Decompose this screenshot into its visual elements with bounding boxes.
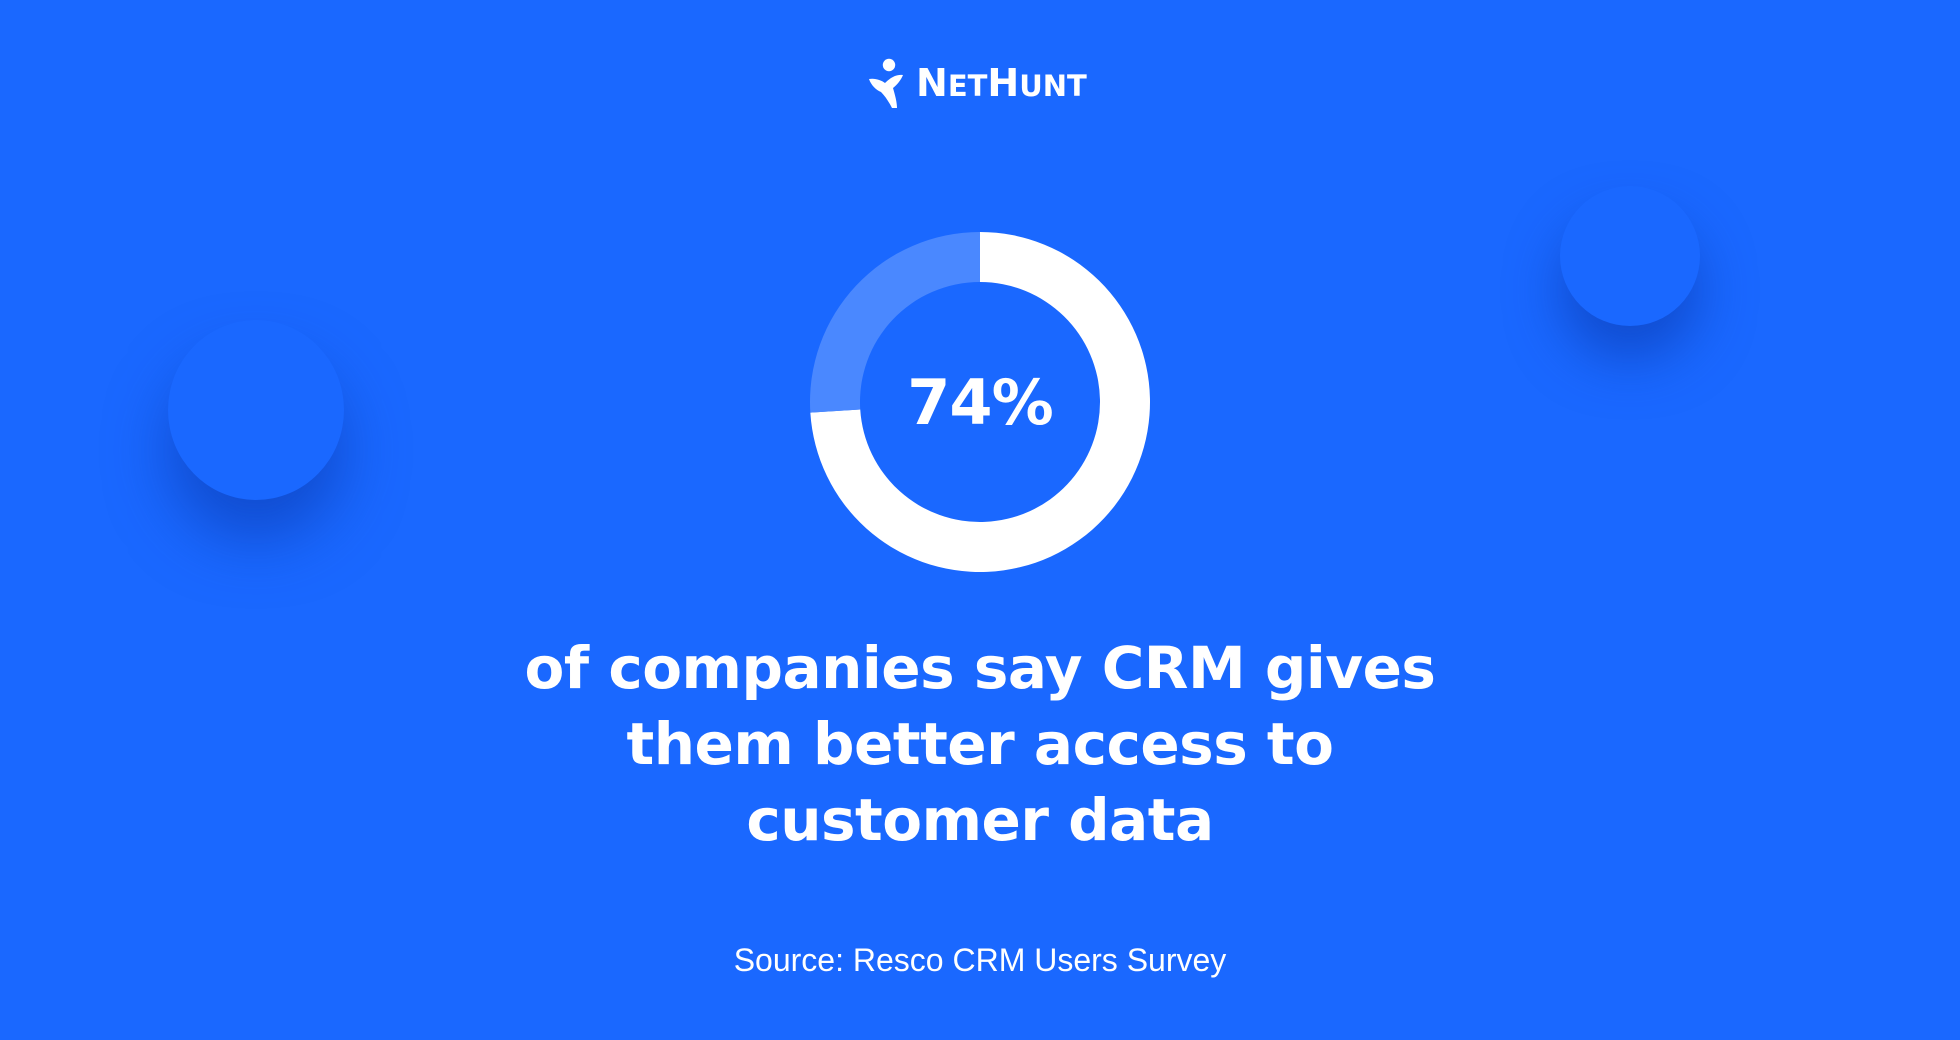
headline: of companies say CRM gives them better a… — [380, 630, 1580, 858]
person-jumping-icon — [869, 58, 903, 108]
decorative-bubble-left — [168, 320, 344, 500]
headline-line-2: them better access to — [626, 710, 1334, 778]
headline-line-1: of companies say CRM gives — [524, 634, 1436, 702]
decorative-bubble-right — [1560, 186, 1700, 326]
donut-center-value: 74% — [907, 365, 1053, 439]
donut-slice-1 — [810, 232, 1150, 572]
brand-logo: NETHUNT — [866, 58, 1087, 110]
headline-line-3: customer data — [746, 786, 1214, 854]
donut-slice-2 — [810, 232, 980, 413]
brand-name: NETHUNT — [916, 60, 1087, 105]
donut-chart-svg — [810, 232, 1150, 572]
source-citation: Source: Resco CRM Users Survey — [733, 942, 1227, 978]
donut-chart: 74% — [800, 222, 1160, 582]
